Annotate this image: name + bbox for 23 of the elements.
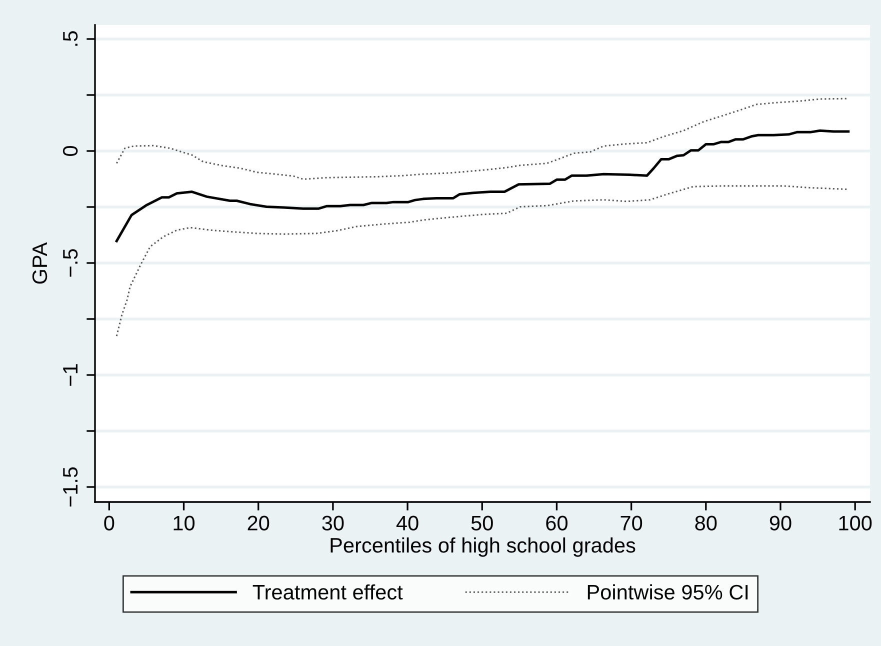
x-tick-label: 0 <box>104 516 114 530</box>
y-tick-label: −1.5 <box>63 467 78 507</box>
line-series <box>115 129 850 242</box>
y-tick-label: .5 <box>63 31 78 46</box>
y-tick-label: 0 <box>62 146 78 156</box>
x-tick-label: 30 <box>322 516 344 530</box>
legend-label: Pointwise 95% CI <box>588 584 748 600</box>
y-axis-title: GPA <box>32 242 48 284</box>
y-tick-label: −.5 <box>63 249 78 277</box>
line-series <box>116 98 848 180</box>
x-tick-label: 60 <box>546 516 568 530</box>
x-tick-label: 20 <box>248 516 270 530</box>
x-tick-label: 50 <box>471 516 493 530</box>
x-tick-label: 70 <box>620 516 642 530</box>
y-tick-label: −1 <box>63 364 78 386</box>
legend-label: Treatment effect <box>252 584 403 600</box>
line-series <box>116 185 848 337</box>
x-axis-title: Percentiles of high school grades <box>330 537 636 557</box>
x-tick-label: 90 <box>770 516 792 530</box>
x-tick-label: 100 <box>839 516 872 530</box>
x-tick-label: 40 <box>396 516 418 530</box>
x-tick-label: 80 <box>695 516 717 530</box>
x-tick-label: 10 <box>174 516 195 530</box>
